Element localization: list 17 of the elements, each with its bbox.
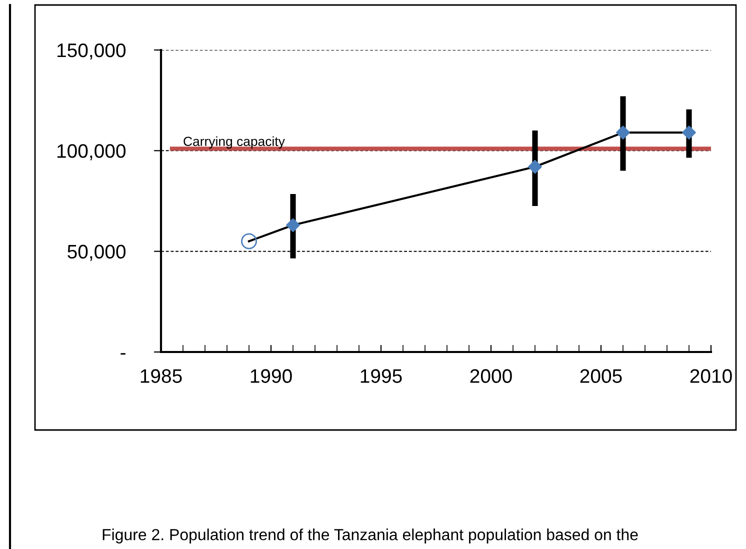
x-tick-label: 1985 (140, 369, 182, 383)
x-tick-label: 1995 (360, 369, 402, 383)
caption: Figure 2. Population trend of the Tanzania elephant population based on the (102, 528, 638, 544)
point (616, 126, 630, 140)
x-tick-label: 2010 (690, 369, 732, 383)
x-tick-label: 1990 (250, 369, 292, 383)
point (528, 160, 542, 174)
point (241, 233, 257, 250)
y-tick-label: - (120, 353, 126, 355)
ref-line-label: Carrying capacity (184, 136, 285, 149)
x-tick-label: 2005 (580, 369, 622, 383)
x-tick-label: 2000 (470, 369, 512, 383)
point (286, 218, 300, 232)
y-tick-label: 100,000 (57, 144, 126, 160)
point (682, 126, 696, 140)
y-tick-label: 150,000 (57, 43, 126, 60)
y-tick-label: 50,000 (68, 244, 126, 261)
